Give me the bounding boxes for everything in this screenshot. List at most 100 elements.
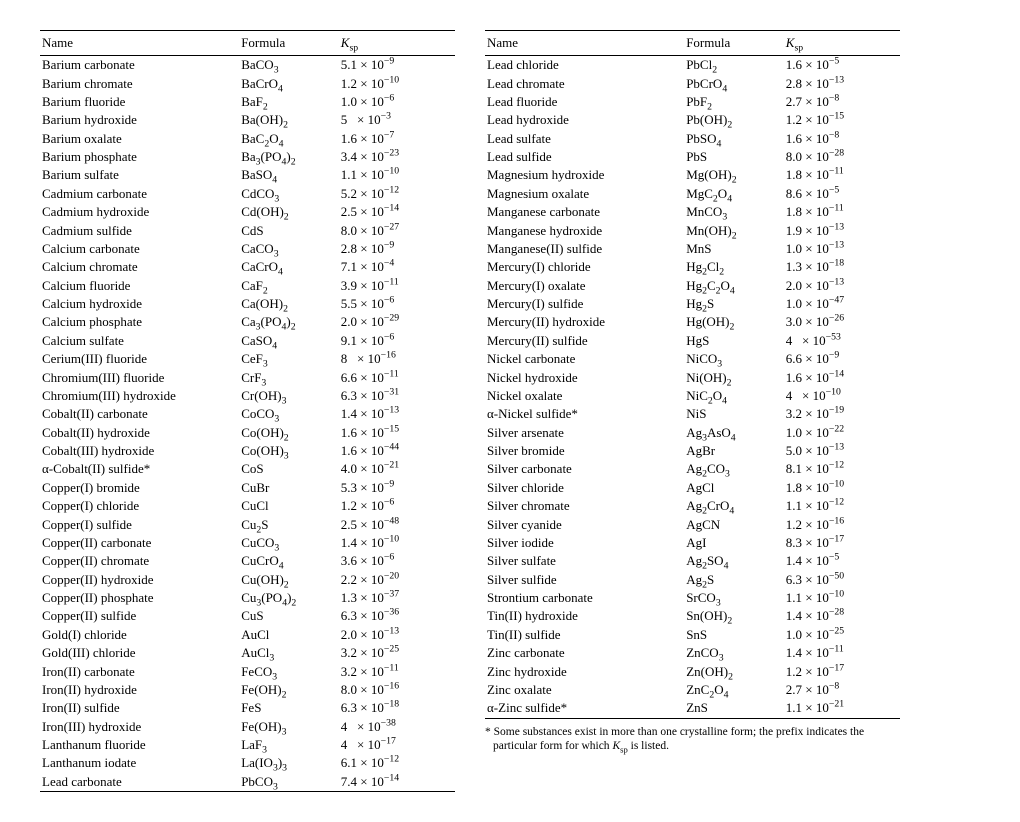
compound-name: Cadmium carbonate — [40, 185, 239, 203]
right-body: Lead chloridePbCl21.6 × 10−5Lead chromat… — [485, 56, 900, 719]
compound-formula: Zn(OH)2 — [684, 662, 784, 680]
table-row: Lead hydroxidePb(OH)21.2 × 10−15 — [485, 111, 900, 129]
compound-name: Nickel hydroxide — [485, 368, 684, 386]
table-row: Copper(I) sulfideCu2S2.5 × 10−48 — [40, 515, 455, 533]
ksp-value: 1.4 × 10−28 — [784, 607, 900, 625]
table-row: Copper(II) chromateCuCrO43.6 × 10−6 — [40, 552, 455, 570]
compound-formula: AgI — [684, 534, 784, 552]
compound-formula: Hg(OH)2 — [684, 313, 784, 331]
table-row: Silver arsenateAg3AsO41.0 × 10−22 — [485, 424, 900, 442]
table-row: Iron(II) hydroxideFe(OH)28.0 × 10−16 — [40, 681, 455, 699]
table-row: Zinc carbonateZnCO31.4 × 10−11 — [485, 644, 900, 662]
ksp-value: 3.9 × 10−11 — [339, 277, 455, 295]
compound-formula: FeS — [239, 699, 339, 717]
ksp-value: 1.0 × 10−25 — [784, 626, 900, 644]
compound-name: Copper(II) chromate — [40, 552, 239, 570]
ksp-value: 1.2 × 10−15 — [784, 111, 900, 129]
left-column: Name Formula Ksp Barium carbonateBaCO35.… — [40, 30, 455, 792]
compound-formula: BaCO3 — [239, 56, 339, 75]
ksp-value: 5 × 10−3 — [339, 111, 455, 129]
ksp-value: 8.3 × 10−17 — [784, 534, 900, 552]
table-row: Copper(II) hydroxideCu(OH)22.2 × 10−20 — [40, 571, 455, 589]
compound-name: Lead carbonate — [40, 773, 239, 792]
compound-formula: MnS — [684, 240, 784, 258]
compound-name: Manganese carbonate — [485, 203, 684, 221]
compound-formula: AgCN — [684, 515, 784, 533]
ksp-value: 8.0 × 10−27 — [339, 221, 455, 239]
compound-name: Tin(II) sulfide — [485, 626, 684, 644]
compound-name: Tin(II) hydroxide — [485, 607, 684, 625]
compound-name: Copper(I) sulfide — [40, 515, 239, 533]
compound-formula: Hg2S — [684, 295, 784, 313]
compound-name: Copper(I) chloride — [40, 497, 239, 515]
ksp-value: 4.0 × 10−21 — [339, 460, 455, 478]
table-row: Lanthanum fluorideLaF34 × 10−17 — [40, 736, 455, 754]
table-row: Calcium carbonateCaCO32.8 × 10−9 — [40, 240, 455, 258]
compound-name: Copper(II) hydroxide — [40, 571, 239, 589]
compound-name: Nickel carbonate — [485, 350, 684, 368]
ksp-value: 3.4 × 10−23 — [339, 148, 455, 166]
ksp-value: 1.2 × 10−16 — [784, 515, 900, 533]
compound-formula: Fe(OH)3 — [239, 718, 339, 736]
table-row: Mercury(I) sulfideHg2S1.0 × 10−47 — [485, 295, 900, 313]
compound-formula: CrF3 — [239, 368, 339, 386]
ksp-value: 1.4 × 10−5 — [784, 552, 900, 570]
ksp-value: 1.1 × 10−10 — [339, 166, 455, 184]
compound-formula: CuCl — [239, 497, 339, 515]
table-row: Strontium carbonateSrCO31.1 × 10−10 — [485, 589, 900, 607]
compound-name: Iron(III) hydroxide — [40, 718, 239, 736]
ksp-value: 1.0 × 10−13 — [784, 240, 900, 258]
table-row: Iron(II) carbonateFeCO33.2 × 10−11 — [40, 662, 455, 680]
ksp-value: 3.2 × 10−19 — [784, 405, 900, 423]
ksp-value: 3.0 × 10−26 — [784, 313, 900, 331]
table-row: Silver bromideAgBr5.0 × 10−13 — [485, 442, 900, 460]
table-row: Mercury(II) hydroxideHg(OH)23.0 × 10−26 — [485, 313, 900, 331]
table-row: Cobalt(II) hydroxideCo(OH)21.6 × 10−15 — [40, 424, 455, 442]
compound-formula: BaC2O4 — [239, 130, 339, 148]
compound-formula: AuCl — [239, 626, 339, 644]
compound-formula: CaF2 — [239, 277, 339, 295]
compound-name: Silver sulfate — [485, 552, 684, 570]
ksp-value: 1.2 × 10−10 — [339, 74, 455, 92]
ksp-value: 1.3 × 10−18 — [784, 258, 900, 276]
compound-name: Lanthanum iodate — [40, 754, 239, 772]
compound-formula: LaF3 — [239, 736, 339, 754]
table-row: Calcium chromateCaCrO47.1 × 10−4 — [40, 258, 455, 276]
table-row: Calcium hydroxideCa(OH)25.5 × 10−6 — [40, 295, 455, 313]
compound-formula: Cr(OH)3 — [239, 387, 339, 405]
table-row: Calcium fluorideCaF23.9 × 10−11 — [40, 277, 455, 295]
ksp-value: 7.4 × 10−14 — [339, 773, 455, 792]
ksp-value: 1.6 × 10−15 — [339, 424, 455, 442]
header-ksp: Ksp — [339, 31, 455, 56]
compound-name: Calcium sulfate — [40, 332, 239, 350]
header-row: Name Formula Ksp — [485, 31, 900, 56]
compound-formula: CoS — [239, 460, 339, 478]
compound-name: α-Zinc sulfide* — [485, 699, 684, 718]
ksp-value: 2.0 × 10−13 — [339, 626, 455, 644]
compound-formula: Cu2S — [239, 515, 339, 533]
header-formula: Formula — [239, 31, 339, 56]
compound-name: Silver cyanide — [485, 515, 684, 533]
compound-name: Mercury(II) hydroxide — [485, 313, 684, 331]
compound-name: Lead hydroxide — [485, 111, 684, 129]
table-row: Calcium sulfateCaSO49.1 × 10−6 — [40, 332, 455, 350]
compound-name: Zinc oxalate — [485, 681, 684, 699]
compound-name: Barium hydroxide — [40, 111, 239, 129]
compound-name: Cadmium sulfide — [40, 221, 239, 239]
compound-name: Gold(I) chloride — [40, 626, 239, 644]
table-row: Lead chloridePbCl21.6 × 10−5 — [485, 56, 900, 75]
ksp-table-page: Name Formula Ksp Barium carbonateBaCO35.… — [40, 30, 900, 792]
table-row: Lead carbonatePbCO37.4 × 10−14 — [40, 773, 455, 792]
table-row: Gold(III) chlorideAuCl33.2 × 10−25 — [40, 644, 455, 662]
ksp-value: 1.8 × 10−11 — [784, 166, 900, 184]
table-row: Barium chromateBaCrO41.2 × 10−10 — [40, 74, 455, 92]
table-row: Iron(II) sulfideFeS6.3 × 10−18 — [40, 699, 455, 717]
compound-formula: AuCl3 — [239, 644, 339, 662]
compound-formula: La(IO3)3 — [239, 754, 339, 772]
compound-formula: AgBr — [684, 442, 784, 460]
compound-name: Cobalt(II) hydroxide — [40, 424, 239, 442]
compound-name: Silver arsenate — [485, 424, 684, 442]
ksp-value: 8.0 × 10−16 — [339, 681, 455, 699]
ksp-value: 2.5 × 10−14 — [339, 203, 455, 221]
table-row: Magnesium oxalateMgC2O48.6 × 10−5 — [485, 185, 900, 203]
